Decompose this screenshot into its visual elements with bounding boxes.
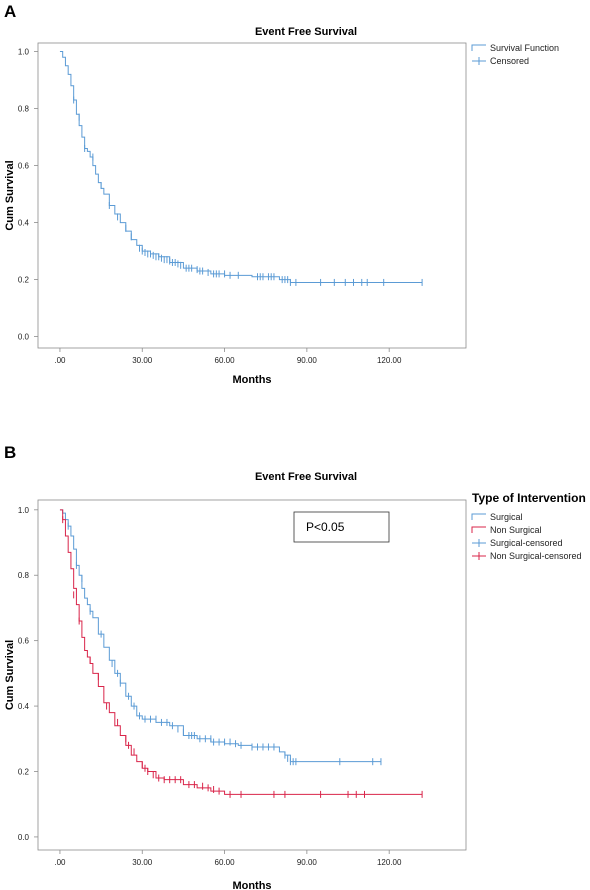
y-axis-label: Cum Survival [4,160,16,230]
x-tick-label: 120.00 [377,356,402,365]
plot-frame [37,499,467,851]
x-tick-label: 90.00 [297,356,318,365]
chart-title: Event Free Survival [255,26,357,38]
y-tick-label: 0.8 [18,571,30,580]
x-tick-label: 120.00 [377,858,402,867]
y-tick-label: 0.4 [18,219,30,228]
legend-entry-label: Non Surgical-censored [490,551,582,561]
legend-entry-label: Survival Function [490,43,559,53]
x-tick-label: 90.00 [297,858,318,867]
survival-chart-b: Event Free Survival .00 30.00 60.00 90.00 120… [4,471,586,890]
p-value-box [293,511,390,543]
x-tick-label: .00 [54,858,66,867]
legend-entry-label: Surgical [490,512,523,522]
panel-letter-b: B [4,443,17,462]
legend-entry-label: Non Surgical [490,525,542,535]
y-tick-label: 1.0 [18,506,30,515]
plot-frame [37,42,467,349]
y-tick-label: 0.6 [18,162,30,171]
survival-chart-a: Event Free Survival .00 30.00 60.00 90.00 120… [4,26,559,386]
x-tick-label: 30.00 [132,356,153,365]
y-tick-label: 0.8 [18,105,30,114]
panel-letter-a: A [4,2,17,21]
series-line-0 [59,509,381,763]
legend-swatch-step [471,526,486,533]
chart-title: Event Free Survival [255,471,357,483]
y-axis-label: Cum Survival [4,640,16,710]
x-tick-label: 60.00 [215,356,236,365]
x-axis-label: Months [232,374,271,386]
y-tick-label: 0.4 [18,702,30,711]
y-tick-label: 0.6 [18,637,30,646]
x-tick-label: 60.00 [215,858,236,867]
legend-swatch-step [471,513,486,520]
legend-swatch-step [471,44,486,51]
series-line-0 [59,51,423,283]
y-tick-label: 0.2 [18,767,30,776]
x-tick-label: .00 [54,356,66,365]
series-line-1 [59,509,423,795]
y-tick-label: 0.0 [18,333,30,342]
y-tick-label: 0.2 [18,276,30,285]
x-axis-label: Months [232,880,271,890]
legend-entry-label: Censored [490,56,529,66]
y-tick-label: 0.0 [18,833,30,842]
legend-title: Type of Intervention [472,491,586,505]
x-tick-label: 30.00 [132,858,153,867]
legend-entry-label: Surgical-censored [490,538,563,548]
y-tick-label: 1.0 [18,48,30,57]
p-value-text: P<0.05 [306,520,345,534]
